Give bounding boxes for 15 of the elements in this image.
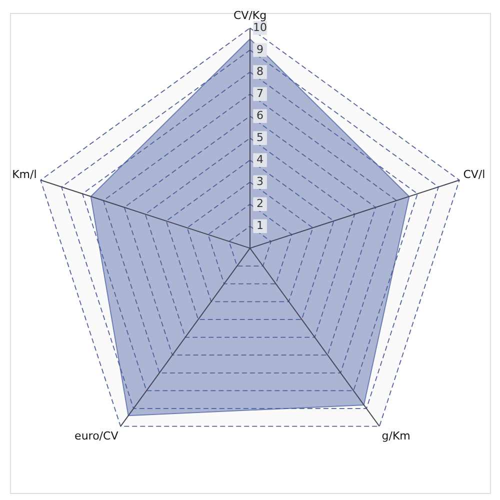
y-tick-label: 1 — [256, 219, 264, 232]
spoke-label: CV/Kg — [233, 9, 267, 22]
spoke-label: euro/CV — [74, 429, 119, 442]
y-tick-label: 7 — [256, 87, 264, 100]
y-tick-label: 8 — [256, 65, 264, 78]
spoke-label: CV/l — [463, 168, 486, 182]
y-tick-label: 9 — [256, 43, 264, 56]
y-tick-label: 3 — [256, 175, 264, 188]
spoke-label: Km/l — [12, 168, 37, 182]
y-tick-label: 2 — [256, 197, 264, 210]
y-tick-label: 6 — [256, 109, 264, 122]
y-tick-label: 4 — [256, 153, 264, 166]
y-tick-label: 5 — [256, 131, 264, 144]
y-tick-label: 10 — [253, 21, 267, 34]
spoke-label: g/Km — [382, 429, 410, 442]
